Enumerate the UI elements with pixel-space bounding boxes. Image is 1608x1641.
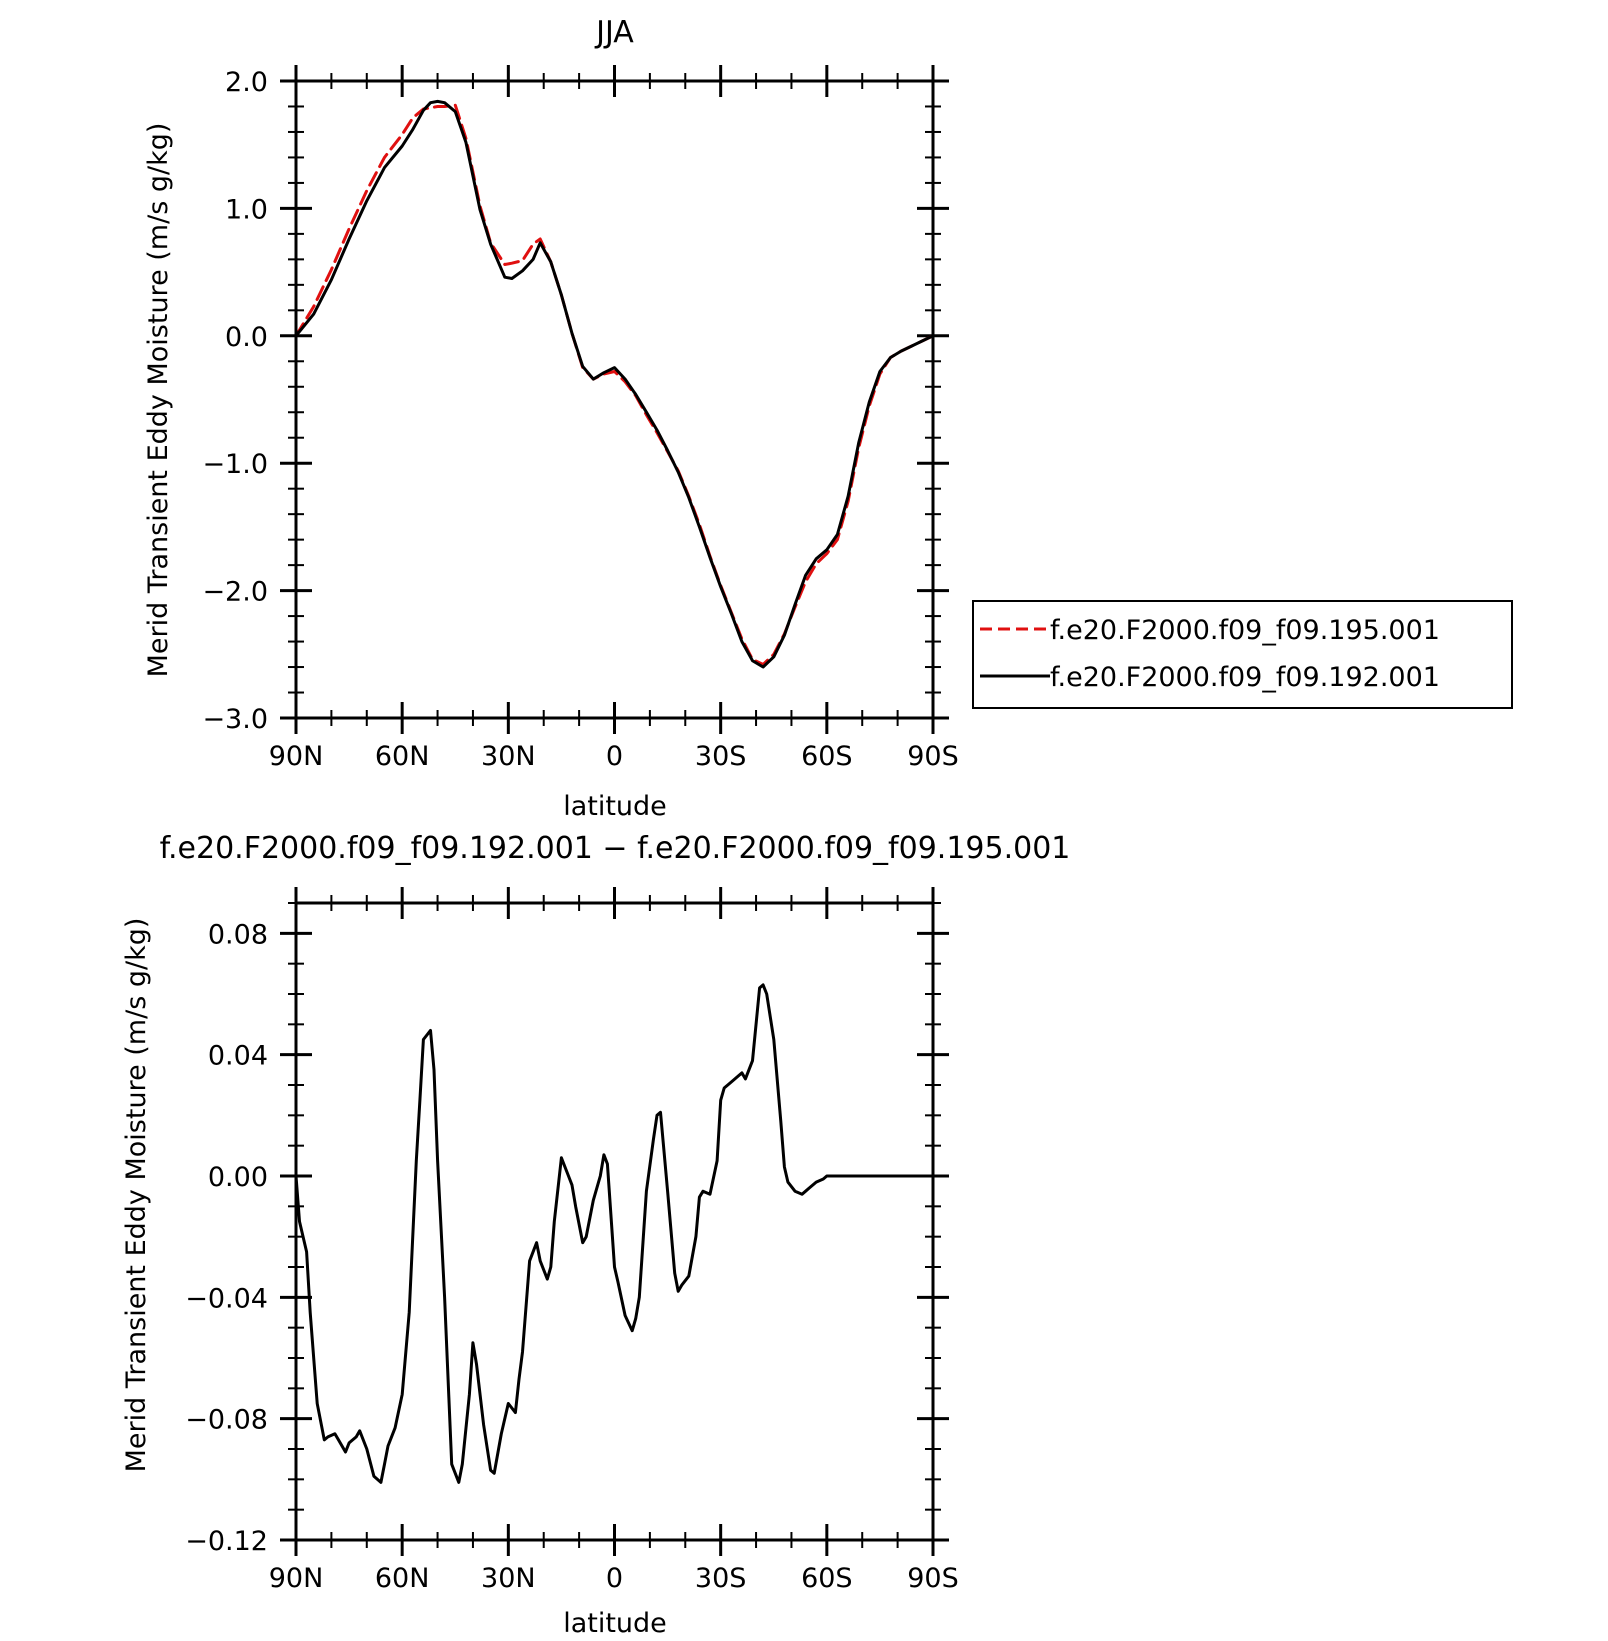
y-tick-label: −3.0 [202, 704, 268, 735]
x-tick-label: 60N [375, 1563, 430, 1594]
bottom-axis-ticks: 90N 60N 30N 0 30S 60S 90S 0.08 0.04 0.00 −0.04 −0.0… [185, 887, 959, 1594]
x-tick-label: 0 [606, 1563, 623, 1594]
x-tick-label: 90S [907, 1563, 959, 1594]
y-tick-label: 0.0 [225, 322, 268, 353]
y-tick-label: 0.00 [208, 1162, 268, 1193]
series-line-0-1 [294, 99, 935, 669]
x-tick-label: 30S [695, 1563, 747, 1594]
y-tick-label: 0.04 [208, 1041, 268, 1072]
x-tick-label: 90N [269, 741, 324, 772]
top-plot-frame [294, 79, 935, 720]
y-tick-label: 1.0 [225, 194, 268, 225]
legend-label-192: f.e20.F2000.f09_f09.192.001 [1050, 662, 1440, 693]
x-tick-label: 0 [606, 741, 623, 772]
y-tick-label: 0.08 [208, 919, 268, 950]
y-tick-label: −0.12 [185, 1526, 268, 1557]
legend-label-195: f.e20.F2000.f09_f09.195.001 [1050, 615, 1440, 646]
y-tick-label: −1.0 [202, 449, 268, 480]
top-series-lines [294, 99, 935, 669]
bottom-x-axis-label: latitude [563, 1608, 667, 1639]
x-tick-label: 90S [907, 741, 959, 772]
x-tick-label: 30N [481, 741, 536, 772]
x-tick-label: 60S [801, 1563, 853, 1594]
bottom-series-lines [294, 983, 935, 1484]
x-tick-label: 60S [801, 741, 853, 772]
y-tick-label: −2.0 [202, 577, 268, 608]
series-line-0-0 [294, 103, 935, 666]
bottom-panel: f.e20.F2000.f09_f09.192.001 − f.e20.F200… [121, 831, 1070, 1639]
bottom-plot-frame [294, 901, 935, 1542]
y-tick-label: −0.04 [185, 1283, 268, 1314]
y-tick-label: −0.08 [185, 1405, 268, 1436]
bottom-y-axis-label: Merid Transient Eddy Moisture (m/s g/kg) [121, 918, 152, 1473]
top-panel: JJA Merid Transient Eddy Moisture (m/s g… [143, 15, 959, 822]
y-tick-label: 2.0 [225, 67, 268, 98]
legend-box [972, 600, 1513, 709]
top-axis-ticks: 90N 60N 30N 0 30S 60S 90S 2.0 1.0 0.0 −1.0 −2.0 −3.0 [202, 65, 959, 772]
series-line-1-0 [294, 983, 935, 1484]
bottom-chart-title: f.e20.F2000.f09_f09.192.001 − f.e20.F200… [160, 831, 1071, 866]
legend: f.e20.F2000.f09_f09.195.001 f.e20.F2000.… [972, 600, 1513, 709]
x-tick-label: 90N [269, 1563, 324, 1594]
top-x-axis-label: latitude [563, 791, 667, 822]
x-tick-label: 30S [695, 741, 747, 772]
top-chart-title: JJA [594, 15, 634, 50]
top-y-axis-label: Merid Transient Eddy Moisture (m/s g/kg) [143, 123, 174, 678]
x-tick-label: 30N [481, 1563, 536, 1594]
x-tick-label: 60N [375, 741, 430, 772]
